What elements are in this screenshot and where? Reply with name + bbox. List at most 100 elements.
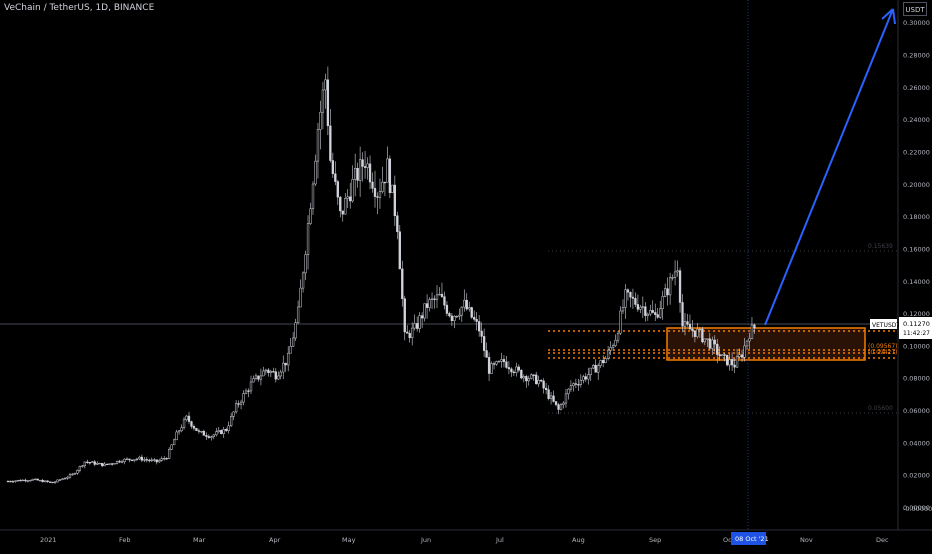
candle-body: [108, 463, 111, 465]
candle-body: [502, 359, 506, 363]
candle-body: [683, 321, 687, 327]
candle-body: [634, 298, 637, 305]
candle-body: [44, 480, 47, 483]
candle-body: [249, 381, 253, 392]
candle-body: [135, 458, 139, 461]
candle-body: [388, 158, 392, 193]
candle-body: [96, 463, 99, 465]
candle-body: [659, 308, 662, 318]
candle-body: [356, 168, 359, 181]
candle-body: [128, 458, 131, 461]
candle-body: [701, 328, 704, 343]
candle-body: [182, 419, 186, 428]
candle-body: [470, 307, 473, 318]
candle-body: [277, 375, 280, 380]
candle-body: [549, 395, 553, 399]
candle-body: [210, 436, 213, 438]
candle-body: [520, 369, 523, 379]
time-scale-label: Sep: [649, 536, 661, 544]
candle-body: [453, 315, 456, 322]
crosshair-date-badge: 08 Oct '21: [731, 532, 769, 545]
candle-body: [319, 111, 322, 130]
candle-body: [163, 458, 166, 460]
candle-body: [368, 163, 372, 183]
candle-body: [619, 310, 622, 334]
candle-body: [262, 370, 265, 377]
candle-body: [393, 184, 396, 216]
time-scale-label: Jun: [420, 536, 431, 544]
candle-body: [696, 328, 699, 337]
candle-body: [205, 435, 208, 437]
candle-body: [562, 402, 565, 405]
candle-body: [611, 345, 615, 348]
candle-body: [123, 458, 126, 462]
chart-title: VeChain / TetherUS, 1D, BINANCE: [4, 3, 155, 13]
crosshair-date-text: 08 Oct '21: [735, 535, 769, 543]
candle-body: [344, 198, 347, 215]
candle-body: [713, 339, 716, 345]
candle-body: [376, 196, 379, 198]
candle-body: [215, 431, 218, 436]
candle-body: [331, 160, 334, 175]
candle-body: [487, 357, 491, 374]
candle-body: [693, 330, 697, 337]
price-scale-label: 0.10000: [903, 342, 930, 350]
candle-body: [537, 380, 540, 385]
price-scale-label: 0.28000: [903, 52, 930, 60]
candle-body: [222, 429, 225, 435]
candle-body: [324, 79, 327, 91]
candle-body: [711, 339, 714, 349]
candle-body: [510, 368, 513, 373]
candle-body: [398, 231, 401, 270]
candle-body: [728, 359, 731, 366]
candle-body: [418, 315, 421, 329]
candle-body: [547, 389, 550, 399]
candle-body: [373, 188, 377, 197]
projection-arrow[interactable]: [764, 8, 896, 326]
candle-body: [651, 310, 654, 313]
candle-body: [304, 254, 307, 274]
zone-label-b: (0.09427): [868, 349, 898, 356]
candle-body: [378, 191, 382, 198]
price-scale-label: 0.08000: [903, 375, 930, 383]
candle-body: [321, 89, 325, 113]
candle-body: [34, 478, 37, 481]
candle-body: [78, 466, 82, 471]
candle-body: [686, 321, 689, 325]
candle-body: [621, 307, 625, 312]
candle-body: [220, 430, 223, 435]
candle-body: [554, 401, 558, 405]
time-scale-label: Apr: [269, 536, 281, 544]
candle-body: [644, 306, 647, 316]
candle-body: [723, 354, 726, 356]
candle-body: [103, 463, 106, 467]
candle-body: [706, 338, 709, 340]
candle-body: [110, 463, 114, 465]
candle-body: [9, 480, 12, 483]
price-scale[interactable]: 0.30000 0.28000 0.26000 0.24000 0.22000 0.200…: [903, 19, 932, 513]
candle-body: [6, 480, 10, 483]
candle-body: [294, 322, 297, 339]
candle-body: [230, 416, 233, 427]
candle-body: [597, 365, 600, 373]
candle-body: [101, 462, 104, 467]
candle-body: [259, 375, 263, 380]
candle-body: [688, 324, 692, 330]
candle-body: [495, 361, 498, 365]
candle-body: [599, 360, 602, 366]
candle-body: [125, 458, 129, 461]
price-scale-label: 0.02000: [903, 472, 930, 480]
currency-badge[interactable]: USDT: [903, 2, 927, 16]
time-scale[interactable]: 2021 Feb Mar Apr May Jun Jul Aug Sep Oc Nov Dec: [40, 536, 889, 544]
price-scale-label: 0.30000: [903, 19, 930, 27]
candle-body: [408, 333, 411, 339]
time-scale-label: May: [342, 536, 356, 544]
candle-body: [507, 367, 511, 370]
candle-body: [242, 393, 245, 403]
candle-body: [61, 478, 64, 480]
candle-body: [664, 288, 667, 297]
candle-body: [721, 354, 724, 357]
candle-body: [58, 479, 62, 481]
